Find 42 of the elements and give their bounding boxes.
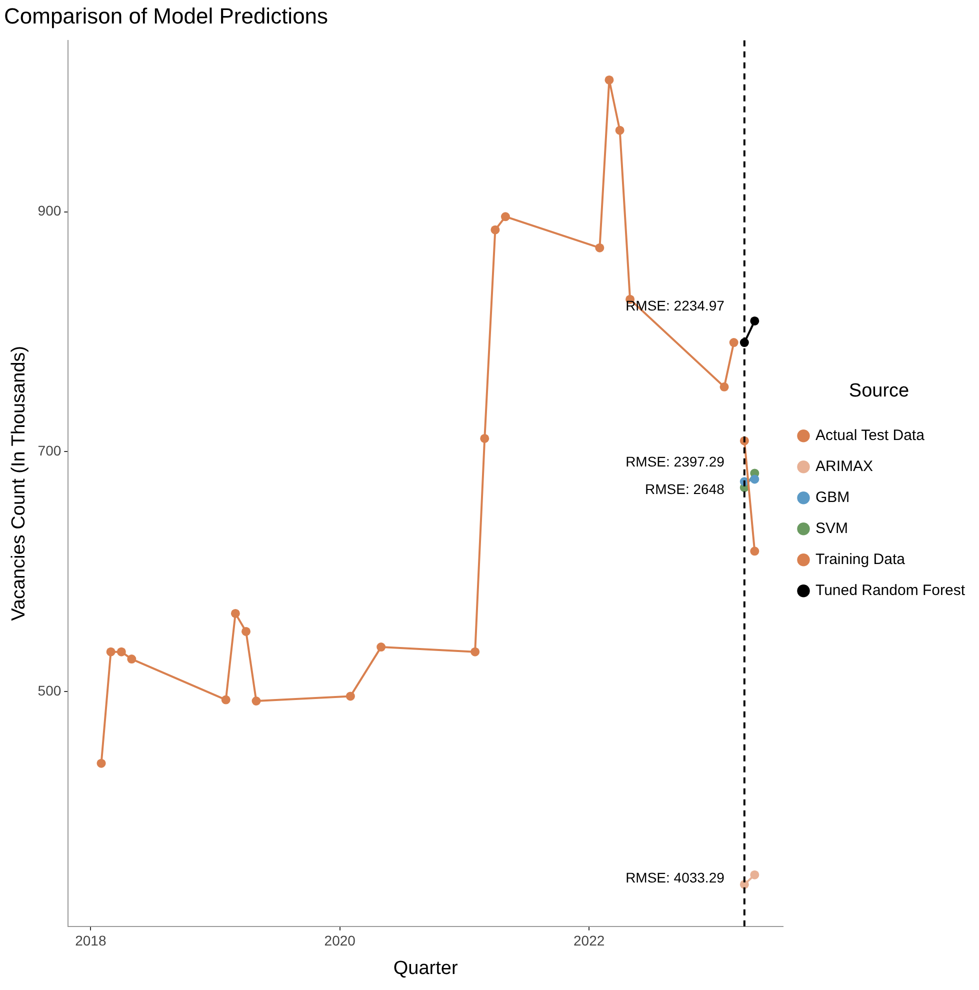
y-axis-title: Vacancies Count (In Thousands) xyxy=(8,346,30,621)
point xyxy=(615,126,624,135)
point xyxy=(750,870,760,880)
legend-title: Source xyxy=(848,380,910,402)
point xyxy=(242,626,251,636)
point xyxy=(252,696,261,706)
point xyxy=(230,608,240,618)
annotation: RMSE: 4033.29 xyxy=(626,869,725,886)
point xyxy=(750,316,760,326)
chart-title: Comparison of Model Predictions xyxy=(4,3,328,28)
legend-label: Actual Test Data xyxy=(815,427,926,444)
point xyxy=(470,647,480,656)
x-tick-label: 2018 xyxy=(75,932,106,949)
point xyxy=(480,434,490,443)
legend-label: Training Data xyxy=(815,551,906,568)
x-tick-label: 2022 xyxy=(574,932,605,949)
point xyxy=(729,338,738,348)
y-tick-label: 900 xyxy=(38,202,62,219)
legend-label: Tuned Random Forest xyxy=(815,582,966,600)
annotation: RMSE: 2397.29 xyxy=(626,453,725,470)
point xyxy=(106,647,116,656)
point xyxy=(490,225,500,234)
point xyxy=(127,654,136,664)
point xyxy=(116,647,126,656)
point xyxy=(376,642,386,652)
legend-label: SVM xyxy=(815,520,848,538)
y-tick-label: 500 xyxy=(38,682,62,698)
point xyxy=(500,212,510,222)
legend-label: ARIMAX xyxy=(815,458,873,476)
point xyxy=(750,546,760,556)
legend-label: GBM xyxy=(815,489,850,506)
point xyxy=(595,243,604,252)
y-tick-label: 700 xyxy=(38,442,62,458)
point xyxy=(750,474,760,484)
point xyxy=(604,75,614,84)
point xyxy=(96,758,106,768)
point xyxy=(346,692,355,701)
x-tick-label: 2020 xyxy=(324,932,356,949)
x-axis-title: Quarter xyxy=(393,958,458,979)
point xyxy=(221,695,230,704)
annotation: RMSE: 2648 xyxy=(645,480,725,497)
point xyxy=(720,382,729,392)
